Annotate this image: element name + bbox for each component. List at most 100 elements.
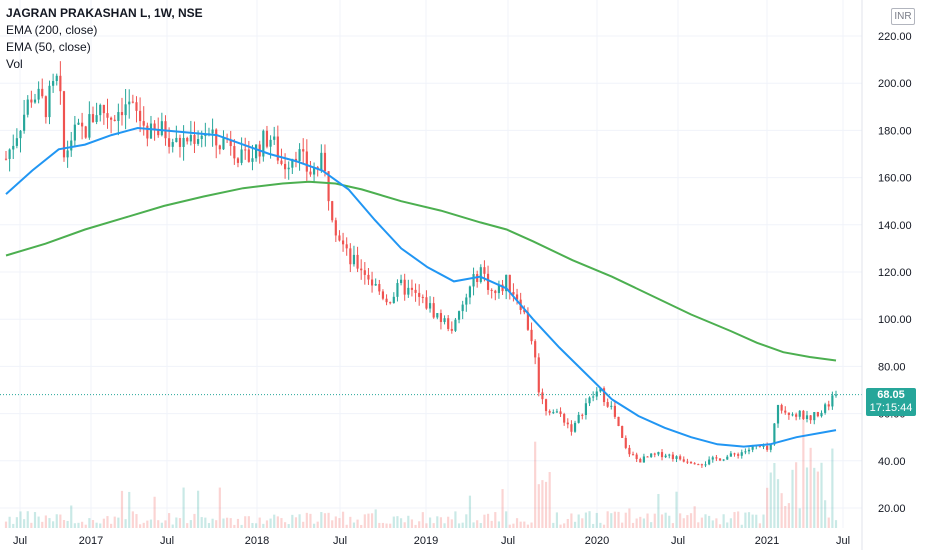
candle-body [276, 136, 279, 161]
candle-body [555, 411, 559, 413]
volume-bar [497, 521, 501, 528]
volume-bar [758, 523, 761, 528]
volume-bar [795, 462, 798, 528]
candle-body [81, 122, 84, 127]
volume-bar [432, 523, 435, 528]
candle-body [566, 422, 569, 425]
candle-body [671, 454, 674, 459]
volume-bar [236, 518, 240, 528]
time-tick-label: 2021 [755, 535, 779, 547]
volume-bar [718, 524, 722, 528]
candle-body [744, 451, 747, 453]
volume-bar [660, 514, 664, 528]
candle-body [679, 456, 682, 460]
candle-body [664, 455, 667, 458]
candle-body [468, 286, 472, 298]
candle-body [650, 453, 653, 457]
volume-bar [664, 512, 667, 528]
candle-body [737, 454, 740, 456]
volume-bar [773, 463, 776, 528]
candle-body [523, 309, 526, 313]
candle-body [298, 149, 301, 161]
candle-body [331, 201, 334, 221]
candle-body [606, 402, 609, 407]
volume-bar [642, 518, 645, 528]
candle-body [88, 114, 91, 138]
volume-bar [494, 512, 497, 528]
legend-ema-200[interactable]: EMA (200, close) [6, 23, 98, 37]
volume-bar [341, 511, 345, 528]
volume-bar [4, 521, 8, 528]
volume-bar [599, 522, 602, 528]
candle-body [193, 135, 196, 144]
volume-bar [606, 511, 609, 528]
candle-body [697, 464, 700, 466]
candle-body [831, 395, 834, 407]
volume-bar [534, 441, 537, 528]
volume-bar [106, 516, 109, 528]
volume-bar [805, 467, 809, 528]
volume-bar [193, 513, 196, 528]
candle-body [809, 415, 812, 421]
candle-body [186, 137, 189, 142]
candle-body [12, 145, 15, 150]
volume-bar [110, 523, 113, 528]
candle-body [824, 404, 827, 413]
candle-body [251, 158, 254, 162]
candle-body [189, 135, 192, 142]
price-axis[interactable]: 20.0040.0060.0080.00100.00120.00140.0016… [878, 31, 912, 515]
candle-body [762, 445, 765, 447]
volume-bar [135, 514, 138, 528]
candle-body [668, 454, 671, 456]
candle-body [291, 158, 294, 168]
time-axis[interactable]: Jul 2017 Jul 2018 Jul 2019 Jul 2020 Jul 2021 Jul [13, 535, 850, 547]
candle-body [461, 304, 464, 312]
volume-bar [704, 514, 707, 528]
volume-bar [233, 524, 236, 528]
volume-bar [370, 513, 374, 528]
volume-bar [563, 523, 566, 528]
volume-bar [396, 516, 399, 528]
time-tick-label: Jul [160, 535, 174, 547]
legend-ema-50[interactable]: EMA (50, close) [6, 40, 91, 54]
volume-bar [305, 512, 308, 528]
chart-legend: JAGRAN PRAKASHAN L, 1W, NSE EMA (200, cl… [6, 5, 203, 73]
candle-body [197, 139, 200, 144]
candle-body [23, 114, 26, 131]
candle-body [443, 318, 446, 323]
candle-body [215, 129, 218, 146]
candle-body [255, 144, 258, 159]
candle-body [410, 287, 414, 290]
candle-body [309, 171, 312, 175]
volume-bar [316, 521, 319, 528]
volume-bar [23, 519, 26, 528]
price-tick-label: 220.00 [878, 31, 912, 43]
volume-bar [544, 481, 548, 528]
candle-body [599, 388, 602, 392]
volume-bar [407, 515, 410, 528]
candle-body [236, 158, 240, 163]
volume-bar [222, 518, 225, 528]
currency-badge[interactable]: INR [891, 8, 915, 25]
candlesticks [4, 61, 838, 468]
volume-bar [733, 512, 736, 528]
candle-body [222, 138, 225, 150]
volume-bar [602, 524, 606, 528]
volume-bar [113, 516, 116, 528]
candle-body [784, 410, 787, 413]
candle-body [139, 110, 142, 122]
volume-bar [218, 487, 221, 528]
volume-bar [784, 505, 787, 528]
candle-body [505, 274, 508, 292]
candle-body [110, 117, 113, 120]
volume-bar [762, 514, 765, 528]
volume-bar [700, 517, 703, 528]
candle-body [428, 303, 432, 309]
volume-bar [262, 523, 265, 528]
volume-bar [468, 495, 472, 528]
candle-body [708, 459, 711, 465]
symbol-title[interactable]: JAGRAN PRAKASHAN L, 1W, NSE [6, 6, 203, 20]
legend-volume[interactable]: Vol [6, 57, 23, 71]
volume-bar [740, 524, 743, 528]
